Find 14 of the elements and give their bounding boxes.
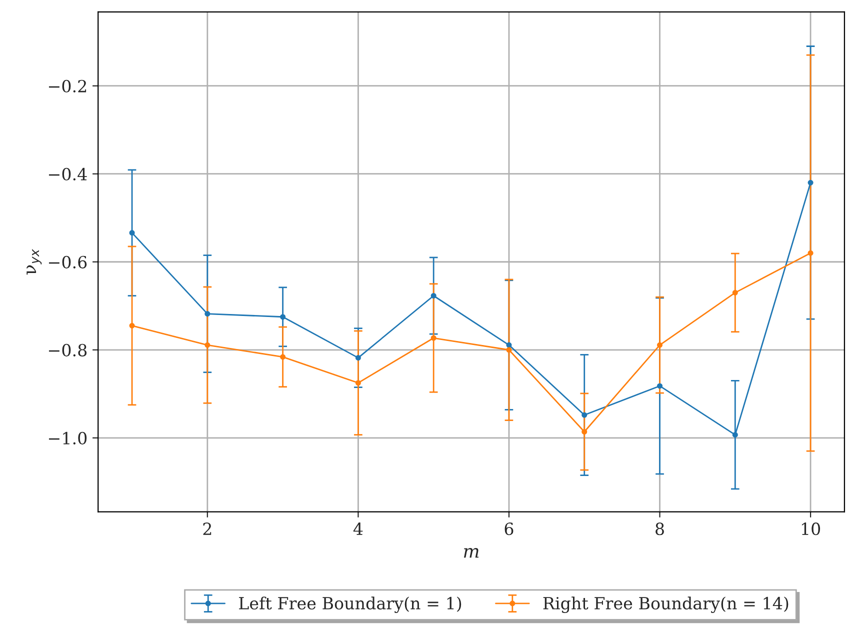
y-axis-title: ν$_{yx}$	[26, 249, 42, 275]
legend-label: Left Free Boundary(n = 1)	[239, 596, 462, 613]
x-tick-label: 8	[656, 522, 664, 536]
y-tick-label: −1.0	[48, 432, 87, 444]
x-axis-title: m	[464, 548, 479, 558]
y-tick-label: −0.6	[48, 256, 87, 268]
y-tick-label: −0.4	[48, 168, 87, 180]
y-tick-label: −0.2	[48, 80, 86, 92]
x-tick-label: 6	[504, 522, 514, 536]
legend-label: Right Free Boundary(n = 14)	[543, 596, 788, 613]
y-tick-label: −0.8	[48, 344, 87, 356]
x-tick-label: 10	[802, 522, 820, 536]
x-tick-label: 4	[353, 522, 363, 535]
x-tick-label: 2	[203, 522, 212, 535]
